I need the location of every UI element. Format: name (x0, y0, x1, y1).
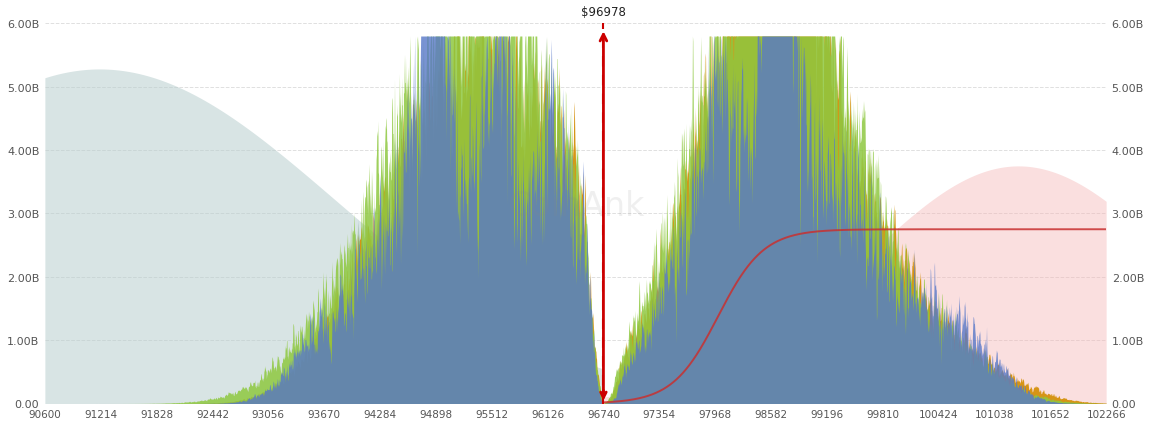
Text: $96978: $96978 (581, 6, 626, 19)
Text: CoinAnk: CoinAnk (506, 190, 645, 223)
